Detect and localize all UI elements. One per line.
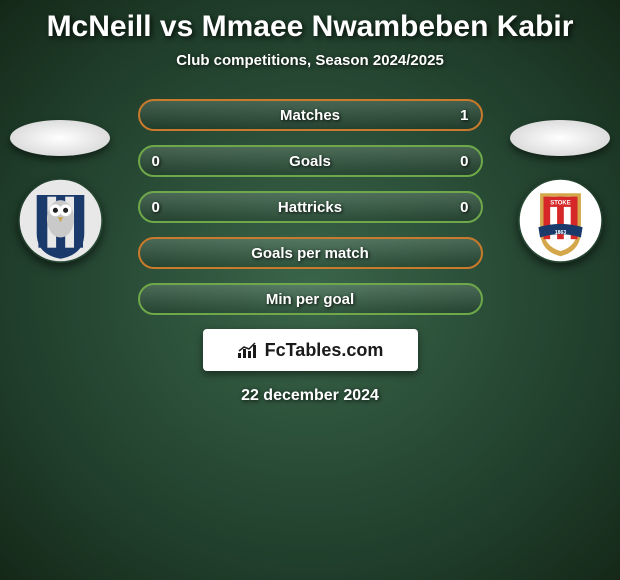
- stats-table: Matches 1 0 Goals 0 0 Hattricks 0 Goals per matc…: [138, 99, 483, 315]
- club-crest-left: [18, 178, 103, 263]
- stat-value-left: 0: [152, 153, 160, 170]
- stat-row: Goals per match: [138, 237, 483, 269]
- stat-label: Goals: [289, 153, 331, 170]
- brand-badge: FcTables.com: [203, 329, 418, 371]
- stat-row: 0 Hattricks 0: [138, 191, 483, 223]
- subtitle: Club competitions, Season 2024/2025: [0, 52, 620, 69]
- stat-value-left: 0: [152, 199, 160, 216]
- stat-row: 0 Goals 0: [138, 145, 483, 177]
- brand-text: FcTables.com: [265, 340, 384, 361]
- page-title: McNeill vs Mmaee Nwambeben Kabir: [0, 0, 620, 44]
- player-silhouette-left: [10, 120, 110, 156]
- player-silhouette-right: [510, 120, 610, 156]
- stat-value-right: 1: [460, 107, 468, 124]
- svg-text:STOKE: STOKE: [550, 200, 570, 206]
- player-right-column: STOKE 1863: [500, 120, 620, 263]
- player-left-column: [0, 120, 120, 263]
- stat-row: Min per goal: [138, 283, 483, 315]
- chart-icon: [237, 341, 259, 359]
- stat-value-right: 0: [460, 199, 468, 216]
- stat-label: Hattricks: [278, 199, 342, 216]
- stat-value-right: 0: [460, 153, 468, 170]
- stat-label: Matches: [280, 107, 340, 124]
- stat-row: Matches 1: [138, 99, 483, 131]
- stat-label: Min per goal: [266, 291, 354, 308]
- date-label: 22 december 2024: [0, 387, 620, 405]
- stat-label: Goals per match: [251, 245, 369, 262]
- svg-text:1863: 1863: [554, 230, 565, 236]
- club-crest-right: STOKE 1863: [518, 178, 603, 263]
